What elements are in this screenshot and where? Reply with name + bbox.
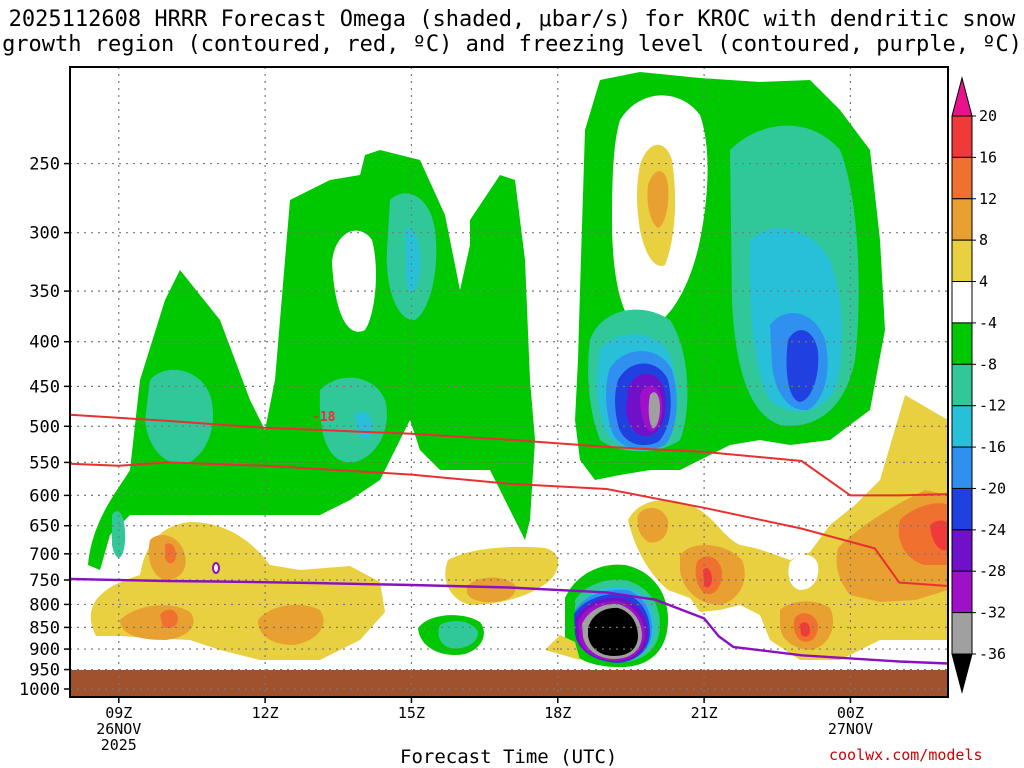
- credit-text: coolwx.com/models: [829, 746, 983, 764]
- dendritic-growth-top-contour: [70, 413, 948, 497]
- y-tick-label-350: 350: [29, 282, 60, 302]
- colorbar-box-8: [951, 405, 973, 448]
- colorbar-label-10: -24: [979, 521, 1006, 539]
- y-tick-label-450: 450: [29, 377, 60, 397]
- plot-frame: [69, 66, 949, 698]
- colorbar-box-6: [951, 322, 973, 365]
- y-tick-label-700: 700: [29, 545, 60, 565]
- omega-shade-white-gap: [788, 554, 819, 590]
- x-tick-label-09Z: 09Z: [105, 704, 132, 722]
- omega-shade-orange-4: [165, 543, 176, 564]
- omega-shade-red-2: [800, 622, 810, 637]
- y-tick-label-400: 400: [29, 333, 60, 353]
- x-tick-label-15Z: 15Z: [398, 704, 425, 722]
- y-tick-label-1000: 1000: [19, 680, 60, 700]
- chart-title-line-1: 2025112608 HRRR Forecast Omega (shaded, …: [8, 7, 1016, 32]
- omega-shade-green-west: [88, 150, 535, 570]
- colorbar-label-7: -12: [979, 397, 1006, 415]
- y-tick-label-750: 750: [29, 571, 60, 591]
- y-tick-label-850: 850: [29, 618, 60, 638]
- omega-shade-teal-2: [319, 377, 387, 463]
- y-tick-label-900: 900: [29, 640, 60, 660]
- chart-title-line-2: growth region (contoured, red, ºC) and f…: [2, 32, 1022, 57]
- freezing-level-contour: [70, 577, 948, 665]
- omega-shade-teal-1: [145, 369, 214, 464]
- y-tick-label-550: 550: [29, 453, 60, 473]
- x-tick-year-09Z: 2025: [101, 736, 137, 754]
- omega-shade-gold-5: [647, 171, 669, 228]
- colorbar-box-5: [951, 281, 973, 324]
- omega-shade-orange-5: [898, 503, 948, 565]
- colorbar-label-1: 16: [979, 148, 997, 166]
- colorbar-label-0: 20: [979, 107, 997, 125]
- colorbar-label-4: 4: [979, 273, 988, 291]
- x-axis-title: Forecast Time (UTC): [400, 746, 618, 768]
- x-tick-date-00Z: 27NOV: [828, 720, 873, 738]
- colorbar-top-arrow: [951, 76, 973, 117]
- omega-shade-gold-3: [258, 604, 324, 645]
- colorbar-box-3: [951, 198, 973, 241]
- colorbar-bottom-arrow: [951, 653, 973, 694]
- colorbar-box-11: [951, 529, 973, 572]
- y-tick-label-600: 600: [29, 486, 60, 506]
- omega-shade-yellow-east: [545, 395, 948, 660]
- y-tick-label-950: 950: [29, 661, 60, 681]
- omega-shade-white-hole-1: [332, 230, 376, 332]
- x-tick-date-09Z: 26NOV: [96, 720, 141, 738]
- colorbar-label-13: -36: [979, 645, 1006, 663]
- y-tick-label-300: 300: [29, 224, 60, 244]
- x-tick-label-21Z: 21Z: [691, 704, 718, 722]
- y-tick-label-650: 650: [29, 517, 60, 537]
- omega-shade-darkblue-2: [786, 330, 819, 402]
- freezing-contour-label-marker: [212, 562, 220, 574]
- omega-colorbar: 20 16 12 8 4 -4 -8 -12 -16 -20 -24 -28 -32 -36: [951, 76, 1006, 694]
- colorbar-label-12: -32: [979, 604, 1006, 622]
- x-tick-label-12Z: 12Z: [252, 704, 279, 722]
- colorbar-box-1: [951, 115, 973, 158]
- omega-shade-cyan-2: [405, 228, 421, 293]
- colorbar-label-5: -4: [979, 314, 997, 332]
- omega-shade-red-1: [703, 568, 712, 588]
- colorbar-box-4: [951, 239, 973, 283]
- colorbar-box-2: [951, 156, 973, 200]
- colorbar-label-2: 12: [979, 190, 997, 208]
- colorbar-label-9: -20: [979, 479, 1006, 497]
- colorbar-box-13: [951, 612, 973, 655]
- y-tick-label-800: 800: [29, 595, 60, 615]
- omega-shade-gray-1: [648, 392, 660, 429]
- y-axis-ticks: 2503003504004505005506006507007508008509…: [19, 155, 70, 700]
- shaded-omega-field: [70, 72, 948, 697]
- omega-shade-orange-1: [160, 609, 178, 629]
- dendritic-growth-bottom-contour: [70, 461, 948, 587]
- omega-shade-red-3: [930, 520, 948, 551]
- omega-shade-yellow-mid: [90, 522, 385, 660]
- colorbar-box-12: [951, 570, 973, 614]
- colorbar-box-7: [951, 363, 973, 407]
- omega-shade-yellow-right: [930, 418, 948, 470]
- colorbar-label-6: -8: [979, 355, 997, 373]
- x-tick-label-00Z: 00Z: [837, 704, 864, 722]
- colorbar-label-3: 8: [979, 231, 988, 249]
- gridlines: [70, 67, 948, 697]
- colorbar-label-11: -28: [979, 562, 1006, 580]
- dgz-contour-label: -18: [312, 410, 336, 425]
- colorbar-box-10: [951, 487, 973, 531]
- colorbar-box-9: [951, 446, 973, 489]
- omega-shade-teal-8: [112, 511, 126, 558]
- ground-surface: [70, 670, 948, 697]
- colorbar-label-8: -16: [979, 438, 1006, 456]
- y-tick-label-250: 250: [29, 155, 60, 175]
- omega-shade-gold-4: [466, 577, 516, 603]
- x-tick-label-18Z: 18Z: [544, 704, 571, 722]
- omega-shade-black-core: [588, 607, 638, 656]
- y-tick-label-500: 500: [29, 417, 60, 437]
